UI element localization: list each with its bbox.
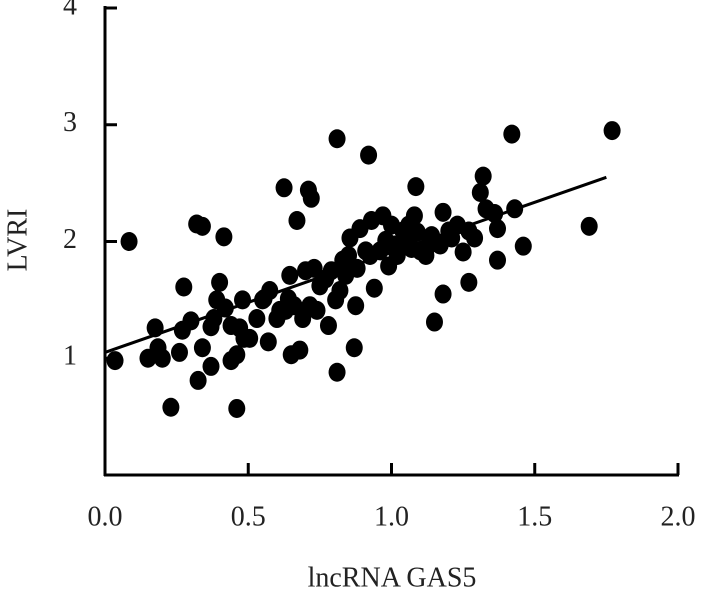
point [193,216,211,236]
y-tick-label: 4 [63,0,77,21]
point [175,277,193,297]
point [120,232,138,251]
x-axis-label: lncRNA GAS5 [308,562,477,593]
point [222,316,240,336]
point [603,121,621,141]
point [489,219,507,239]
x-tick-label: 2.0 [661,501,696,532]
point [365,278,383,298]
x-tick-label: 1.5 [517,501,552,532]
point [241,328,259,348]
point [327,290,345,310]
y-tick-label: 1 [63,341,77,372]
point [308,300,326,320]
point [302,188,320,208]
point [328,362,346,382]
x-tick-label: 1.0 [374,501,409,532]
point [407,177,425,197]
point [425,312,443,332]
x-tick-label: 0.0 [88,501,123,532]
y-tick-label: 3 [63,107,77,138]
point [474,166,492,186]
point [347,296,365,316]
point [281,265,299,285]
point [580,216,598,236]
point [328,129,346,149]
point [215,227,233,247]
point [288,210,306,230]
point [162,397,180,417]
point [405,206,423,226]
point [503,124,521,144]
point [489,250,507,270]
point [149,338,167,358]
point [275,178,293,198]
point [271,300,289,320]
point [434,284,452,304]
point [291,340,309,360]
point [248,309,266,329]
point [211,272,229,292]
point [106,351,124,371]
point [408,222,426,242]
point [345,338,363,358]
point [285,296,303,316]
point [514,236,532,256]
trendline [104,175,607,354]
point [189,370,207,390]
x-tick-label: 0.5 [231,501,266,532]
point [454,242,472,262]
point [170,342,188,362]
point [360,145,378,165]
point [202,356,220,376]
point [228,345,246,365]
point [228,398,246,418]
point [259,332,277,352]
point [434,202,452,222]
y-tick-label: 2 [63,224,77,255]
point [471,182,489,202]
point [305,258,323,278]
y-axis-label: LVRI [2,209,33,272]
point [460,272,478,292]
point [319,316,337,336]
point [193,338,211,358]
